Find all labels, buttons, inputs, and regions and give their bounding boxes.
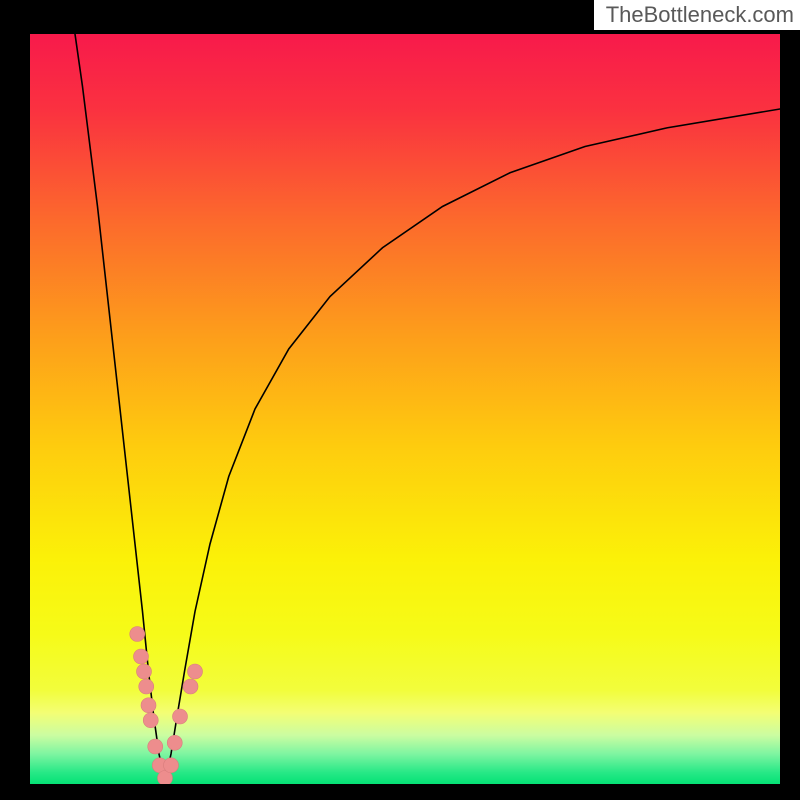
watermark-label: TheBottleneck.com [594,0,800,30]
chart-frame: TheBottleneck.com [0,0,800,800]
bottleneck-curve-chart [30,34,780,784]
data-marker [148,739,163,754]
data-marker [183,679,198,694]
data-marker [141,698,156,713]
data-marker [173,709,188,724]
data-marker [134,649,149,664]
watermark-text: TheBottleneck.com [606,2,794,27]
plot-area [30,34,780,784]
data-marker [164,758,179,773]
data-marker [137,664,152,679]
data-marker [167,735,182,750]
data-marker [130,627,145,642]
data-marker [143,713,158,728]
data-marker [188,664,203,679]
data-marker [139,679,154,694]
